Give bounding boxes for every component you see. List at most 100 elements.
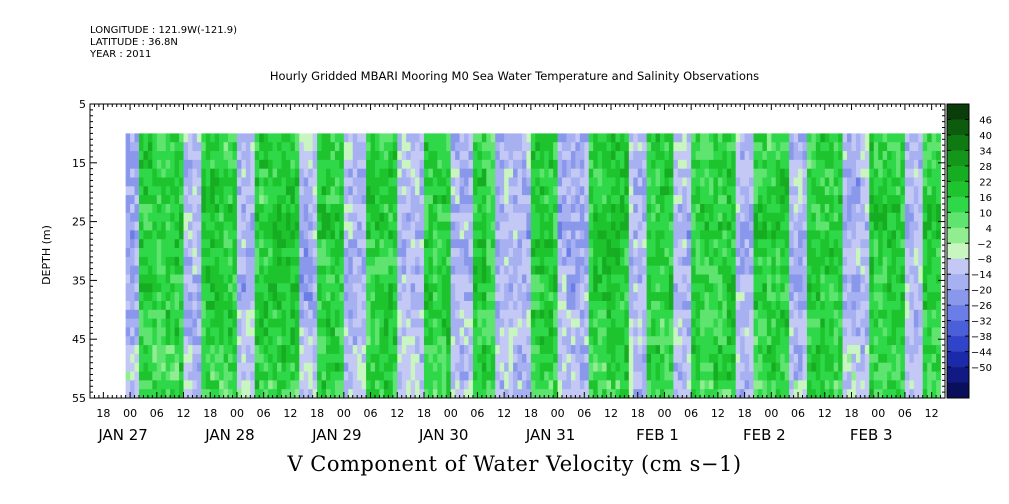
heatmap-cell [708,151,714,161]
heatmap-cell [757,274,763,284]
heatmap-cell [236,168,242,178]
heatmap-cell [588,353,594,364]
heatmap-cell [259,230,265,240]
heatmap-cell [526,221,532,231]
heatmap-cell [352,168,358,178]
heatmap-cell [290,151,296,161]
heatmap-cell [682,371,688,381]
heatmap-cell [459,353,465,364]
heatmap-cell [615,345,621,355]
heatmap-cell [544,168,550,178]
heatmap-cell [651,168,656,178]
heatmap-cell [806,212,812,222]
heatmap-cell [179,151,184,161]
heatmap-cell [228,389,233,399]
heatmap-cell [802,230,808,240]
heatmap-cell [722,142,728,152]
heatmap-cell [290,336,296,346]
heatmap-cell [441,371,447,381]
heatmap-cell [668,283,674,293]
heatmap-cell [646,309,652,320]
heatmap-cell [357,345,363,355]
heatmap-cell [833,133,839,143]
heatmap-cell [196,230,202,240]
heatmap-cell [245,212,251,222]
heatmap-cell [508,380,514,390]
heatmap-cell [744,159,750,170]
heatmap-cell [664,142,670,152]
heatmap-cell [223,345,229,355]
heatmap-cell [143,186,149,196]
heatmap-cell [597,274,603,284]
heatmap-cell [472,177,478,187]
heatmap-cell [174,336,180,346]
heatmap-cell [152,168,158,178]
heatmap-cell [397,336,403,346]
heatmap-cell [472,371,478,381]
heatmap-cell [682,336,688,346]
heatmap-cell [392,300,398,311]
heatmap-cell [700,159,705,170]
heatmap-cell [401,239,407,249]
heatmap-cell [535,371,541,381]
heatmap-cell [539,133,545,143]
heatmap-cell [138,230,144,240]
heatmap-cell [838,142,843,152]
heatmap-cell [535,142,541,152]
heatmap-cell [802,327,808,337]
heatmap-cell [686,345,692,355]
heatmap-cell [134,327,140,337]
heatmap-cell [334,168,340,178]
heatmap-cell [798,203,803,214]
heatmap-cell [793,142,799,152]
heatmap-cell [241,203,247,214]
heatmap-cell [232,133,238,143]
heatmap-cell [700,177,705,187]
heatmap-cell [410,362,416,372]
heatmap-cell [717,345,723,355]
heatmap-cell [731,230,737,240]
heatmap-cell [312,142,318,152]
heatmap-cell [682,142,688,152]
heatmap-cell [864,186,870,196]
heatmap-cell [553,142,558,152]
heatmap-cell [250,371,256,381]
heatmap-cell [317,195,322,205]
heatmap-cell [624,239,630,249]
heatmap-cell [824,309,830,320]
heatmap-cell [464,159,469,170]
heatmap-cell [731,318,737,328]
heatmap-cell [798,151,803,161]
heatmap-cell [704,362,710,372]
heatmap-cell [762,309,768,320]
heatmap-cell [147,133,153,143]
heatmap-cell [437,336,443,346]
heatmap-cell [855,371,861,381]
heatmap-cell [530,151,536,161]
heatmap-cell [811,142,817,152]
heatmap-cell [553,336,558,346]
heatmap-cell [833,371,839,381]
heatmap-cell [277,353,282,364]
heatmap-cell [357,212,363,222]
heatmap-cell [499,283,505,293]
heatmap-cell [499,292,505,302]
heatmap-cell [847,133,852,143]
heatmap-cell [446,380,452,390]
heatmap-cell [147,327,153,337]
heatmap-cell [156,230,162,240]
heatmap-cell [619,265,625,275]
heatmap-cell [125,283,131,293]
heatmap-cell [566,203,572,214]
heatmap-cell [187,353,193,364]
heatmap-cell [824,221,830,231]
heatmap-cell [401,203,407,214]
heatmap-cell [557,221,563,231]
heatmap-cell [392,353,398,364]
heatmap-cell [553,389,558,399]
heatmap-cell [223,265,229,275]
heatmap-cell [535,336,541,346]
heatmap-cell [744,230,750,240]
heatmap-cell [441,292,447,302]
heatmap-cell [219,203,224,214]
